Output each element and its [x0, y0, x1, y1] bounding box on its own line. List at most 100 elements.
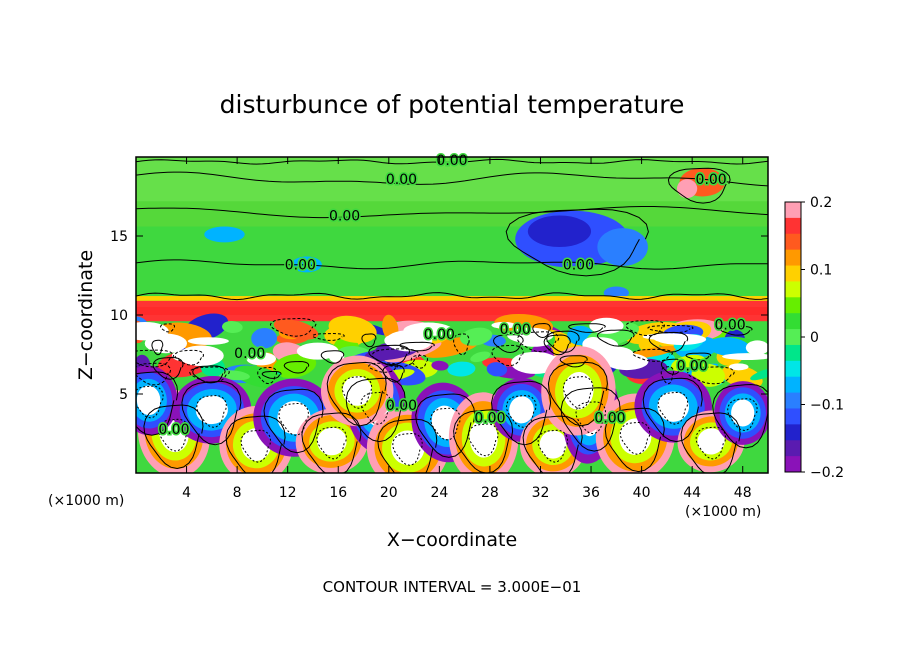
inversion-edge — [136, 296, 768, 301]
x-tick-label: 8 — [233, 485, 242, 501]
colorbar-swatch — [785, 360, 801, 378]
mixing-core — [403, 322, 454, 340]
mixing-cell — [328, 315, 377, 344]
colorbar-swatch — [785, 233, 801, 251]
x-tick-label: 36 — [582, 485, 600, 501]
contour-eddy — [415, 393, 476, 458]
contour-eddy — [360, 391, 392, 425]
mixing-core — [187, 337, 229, 345]
contour-eddy — [345, 377, 406, 443]
contour-eddy — [196, 395, 227, 428]
mixing-cell — [750, 367, 768, 381]
contour-mixing — [543, 334, 571, 356]
contour-eddy — [136, 385, 164, 419]
mixing-core — [519, 340, 549, 347]
contour-eddy — [490, 380, 552, 446]
contour-eddy — [430, 407, 461, 441]
colorbar-ticks: 0.2 0.1 0 −0.1 −0.2 — [801, 195, 844, 481]
contour-mixing — [368, 362, 399, 373]
x-axis-label: X−coordinate — [387, 529, 517, 551]
contour-mixing — [410, 354, 429, 369]
negative-patch — [204, 226, 245, 243]
colorbar-swatch — [785, 329, 801, 346]
contour-eddy — [695, 426, 727, 460]
colorbar-swatch — [785, 202, 801, 219]
mixing-core — [745, 340, 768, 355]
negative-patch — [597, 228, 648, 267]
colorbar-tick-label: 0.1 — [810, 263, 832, 279]
contour-eddy — [278, 402, 310, 436]
mixing-cell — [217, 370, 250, 381]
contour-label: 0.00 — [158, 422, 189, 438]
contour-eddy — [712, 383, 768, 449]
mixing-core — [491, 321, 516, 329]
x-tick-label: 44 — [683, 485, 701, 501]
colorbar-tick-label: 0 — [810, 330, 819, 346]
mixing-cell — [486, 362, 508, 377]
mixing-cell — [460, 327, 493, 346]
contour-eddy — [468, 423, 499, 457]
contour-eddy — [326, 361, 387, 427]
contour-eddy — [136, 371, 179, 436]
contour-zero — [136, 259, 768, 270]
contour-label: 0.00 — [436, 153, 467, 169]
eddy-core — [317, 427, 347, 456]
mixing-cell — [707, 337, 751, 357]
y-axis-label: Z−coordinate — [75, 250, 97, 380]
contour-mixing — [160, 323, 176, 333]
mixing-cell — [470, 351, 491, 363]
contour-mixing — [625, 319, 666, 337]
contour-label: 0.00 — [234, 346, 265, 362]
colorbar-swatch — [785, 313, 801, 330]
colorbar-swatch — [785, 265, 801, 282]
eddy-core — [563, 371, 594, 410]
contour-eddy — [522, 415, 583, 473]
contour-zero — [136, 292, 768, 301]
contour-labels: 0.00 0.00 0.00 0.00 0.00 0.00 0.00 0.00 0.00 0.00… — [157, 152, 747, 440]
plot-area: 0.00 0.00 0.00 0.00 0.00 0.00 0.00 0.00 0.00 0.00… — [135, 152, 769, 474]
upper-shade — [136, 201, 768, 227]
contour-eddy — [537, 429, 569, 463]
contour-label: 0.00 — [474, 411, 505, 427]
contour-mixing — [532, 322, 551, 339]
y-tick-label: 15 — [110, 229, 128, 245]
contour-mixing — [136, 362, 172, 386]
contour-mixing — [151, 339, 164, 356]
contour-label: 0.00 — [563, 257, 594, 273]
contour-interval-note: CONTOUR INTERVAL = 3.000E−01 — [323, 578, 582, 596]
contour-label: 0.00 — [500, 322, 531, 338]
colorbar-swatch — [785, 297, 801, 314]
contour-zero — [505, 208, 649, 277]
contour-mixing — [719, 325, 753, 336]
colorbar-swatch — [785, 408, 801, 425]
colorbar-swatch — [785, 392, 801, 409]
contour-zero — [667, 167, 731, 204]
colorbar-swatch — [785, 281, 801, 298]
colorbar-swatch — [785, 424, 801, 441]
contour-label: 0.00 — [714, 317, 745, 333]
contour-mixing — [596, 329, 635, 347]
contour-label: 0.00 — [386, 172, 417, 188]
contour-eddy — [225, 415, 286, 473]
contour-mixing — [559, 355, 588, 368]
contour-mixing — [368, 344, 411, 366]
contour-mixing — [453, 333, 470, 356]
x-tick-label: 20 — [380, 485, 398, 501]
mixing-core — [246, 352, 276, 366]
contour-mixing — [546, 330, 580, 353]
contour-label: 0.00 — [594, 411, 625, 427]
contour-lines — [136, 158, 768, 473]
chart-title: disturbunce of potential temperature — [220, 90, 685, 119]
contour-mixing — [632, 348, 673, 362]
contour-label: 0.00 — [329, 208, 360, 224]
contour-eddy — [562, 376, 594, 409]
x-tick-label: 40 — [633, 485, 651, 501]
contour-eddy — [316, 426, 347, 460]
contour-zero — [136, 158, 768, 165]
contour-mixing — [687, 366, 735, 385]
contour-mixing — [491, 344, 524, 367]
contour-mixing — [261, 371, 282, 379]
contour-eddy — [547, 361, 608, 427]
contour-mixing — [189, 366, 230, 383]
